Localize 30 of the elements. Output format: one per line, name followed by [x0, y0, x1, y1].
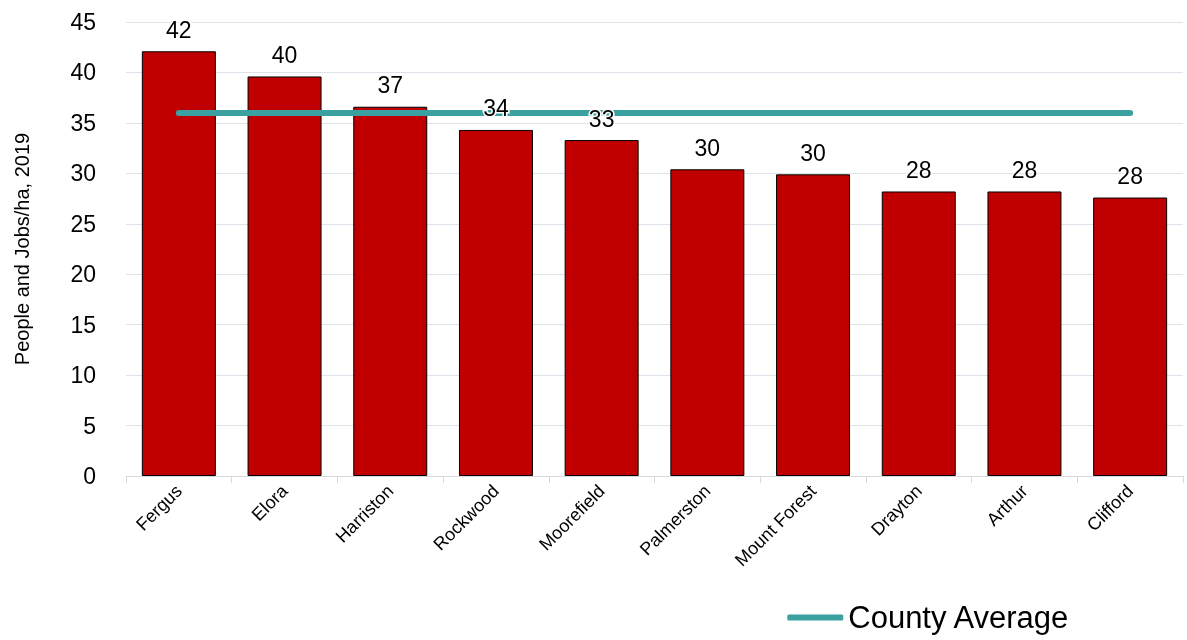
data-label: 28	[1117, 163, 1143, 190]
bar	[458, 129, 533, 476]
y-tick-label: 15	[70, 311, 96, 338]
y-tick-label: 35	[70, 109, 96, 136]
y-tick-label: 25	[70, 210, 96, 237]
y-tick-label: 30	[70, 160, 96, 187]
bar	[564, 140, 639, 476]
bar	[670, 169, 745, 476]
y-tick-label: 5	[83, 412, 96, 439]
bar	[881, 191, 956, 476]
y-tick-label: 20	[70, 261, 96, 288]
bar	[353, 106, 428, 476]
bar	[141, 51, 216, 476]
data-label: 37	[377, 72, 404, 99]
bar	[987, 191, 1062, 476]
y-tick-label: 0	[83, 463, 96, 489]
legend-label: County Average	[848, 600, 1069, 635]
y-axis-title: People and Jobs/ha, 2019	[11, 132, 33, 366]
y-tick-label: 40	[70, 59, 96, 86]
bar	[1093, 197, 1168, 476]
data-label: 30	[694, 134, 721, 161]
bar	[776, 174, 851, 476]
data-label: 28	[1011, 156, 1038, 183]
data-label: 40	[271, 41, 298, 68]
data-label: 42	[166, 16, 192, 43]
y-tick-label: 45	[70, 9, 96, 35]
data-label: 30	[800, 139, 826, 166]
y-tick-label: 10	[70, 362, 96, 389]
bar	[247, 76, 322, 476]
data-label: 28	[905, 156, 932, 183]
